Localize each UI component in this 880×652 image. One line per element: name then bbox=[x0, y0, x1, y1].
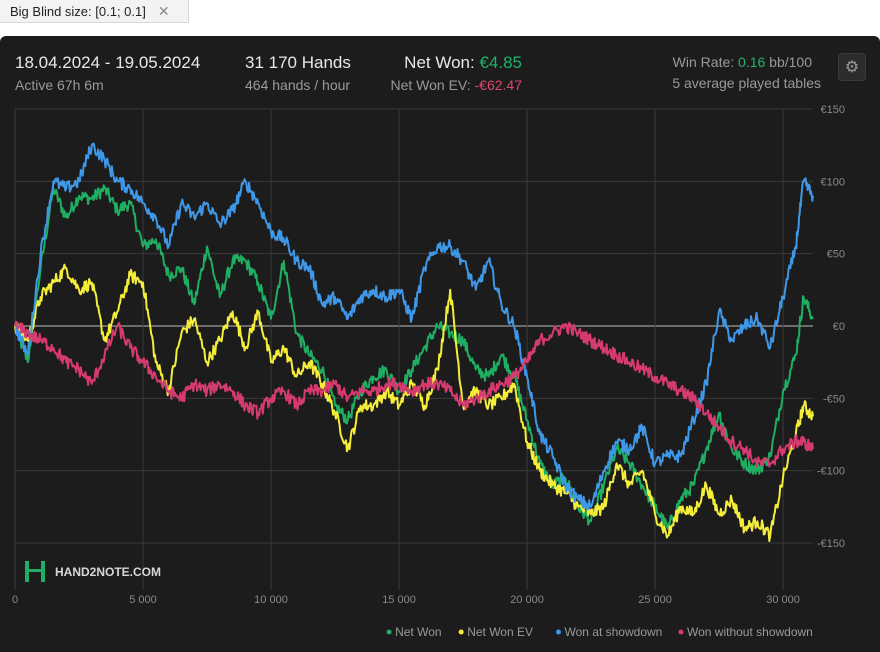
net-won-ev-value: -€62.47 bbox=[474, 77, 522, 93]
x-tick-label: 10 000 bbox=[254, 594, 288, 606]
legend-label: Won at showdown bbox=[565, 625, 663, 639]
x-tick-label: 0 bbox=[12, 594, 18, 606]
legend-marker bbox=[678, 629, 684, 635]
gear-icon[interactable]: ⚙ bbox=[838, 53, 866, 81]
close-icon[interactable]: ✕ bbox=[157, 2, 170, 19]
legend-label: Won without showdown bbox=[687, 625, 813, 639]
win-rate-unit: bb/100 bbox=[765, 54, 812, 70]
graph-panel: 18.04.2024 - 19.05.2024 Active 67h 6m 31… bbox=[0, 36, 880, 652]
x-tick-label: 15 000 bbox=[382, 594, 416, 606]
watermark-text: HAND2NOTE.COM bbox=[55, 565, 161, 579]
average-tables: 5 average played tables bbox=[672, 75, 821, 91]
x-tick-label: 30 000 bbox=[766, 594, 800, 606]
win-rate-value: 0.16 bbox=[738, 54, 766, 70]
watermark: HAND2NOTE.COM bbox=[25, 561, 161, 582]
y-tick-label: €150 bbox=[821, 104, 845, 116]
y-tick-label: -€100 bbox=[817, 466, 845, 478]
y-tick-label: €0 bbox=[833, 321, 845, 333]
y-tick-label: €50 bbox=[827, 249, 845, 261]
y-tick-label: €100 bbox=[821, 176, 845, 188]
y-tick-label: -€50 bbox=[823, 393, 845, 405]
legend-marker bbox=[556, 629, 561, 635]
win-rate-label: Win Rate: bbox=[672, 54, 739, 70]
legend-label: Net Won EV bbox=[467, 625, 533, 639]
filter-tab-label: Big Blind size: [0.1; 0.1] bbox=[10, 3, 146, 19]
series-line-0 bbox=[14, 184, 814, 530]
net-won-label: Net Won: bbox=[404, 53, 480, 72]
active-time: Active 67h 6m bbox=[15, 77, 104, 93]
legend: Won without showdown Won at showdown Net W… bbox=[386, 625, 813, 639]
net-won: Net Won: €4.85 bbox=[404, 53, 522, 73]
hands-count: 31 170 Hands bbox=[245, 53, 351, 72]
legend-marker bbox=[386, 629, 392, 635]
grid bbox=[14, 108, 813, 590]
net-won-ev: Net Won EV: -€62.47 bbox=[390, 77, 522, 93]
win-rate: Win Rate: 0.16 bb/100 bbox=[673, 54, 812, 70]
x-tick-label: 25 000 bbox=[638, 594, 672, 606]
filter-tab[interactable]: Big Blind size: [0.1; 0.1] ✕ bbox=[0, 0, 189, 23]
hand2note-logo-icon bbox=[25, 561, 45, 582]
x-tick-label: 20 000 bbox=[510, 594, 544, 606]
series-line-2 bbox=[14, 142, 814, 511]
axes: €150 €100 €50 €0 -€50 -€100 -€150 0 5 000 10 000 1… bbox=[12, 104, 845, 606]
net-won-ev-label: Net Won EV: bbox=[390, 77, 475, 93]
legend-label: Net Won bbox=[395, 625, 441, 639]
x-tick-label: 5 000 bbox=[129, 594, 157, 606]
series-line-3 bbox=[14, 320, 814, 468]
hands-per-hour: 464 hands / hour bbox=[245, 77, 351, 93]
y-tick-label: -€150 bbox=[817, 538, 845, 550]
series-lines bbox=[14, 142, 814, 543]
net-won-value: €4.85 bbox=[479, 53, 522, 72]
date-range: 18.04.2024 - 19.05.2024 bbox=[15, 53, 201, 72]
legend-marker bbox=[458, 629, 464, 635]
